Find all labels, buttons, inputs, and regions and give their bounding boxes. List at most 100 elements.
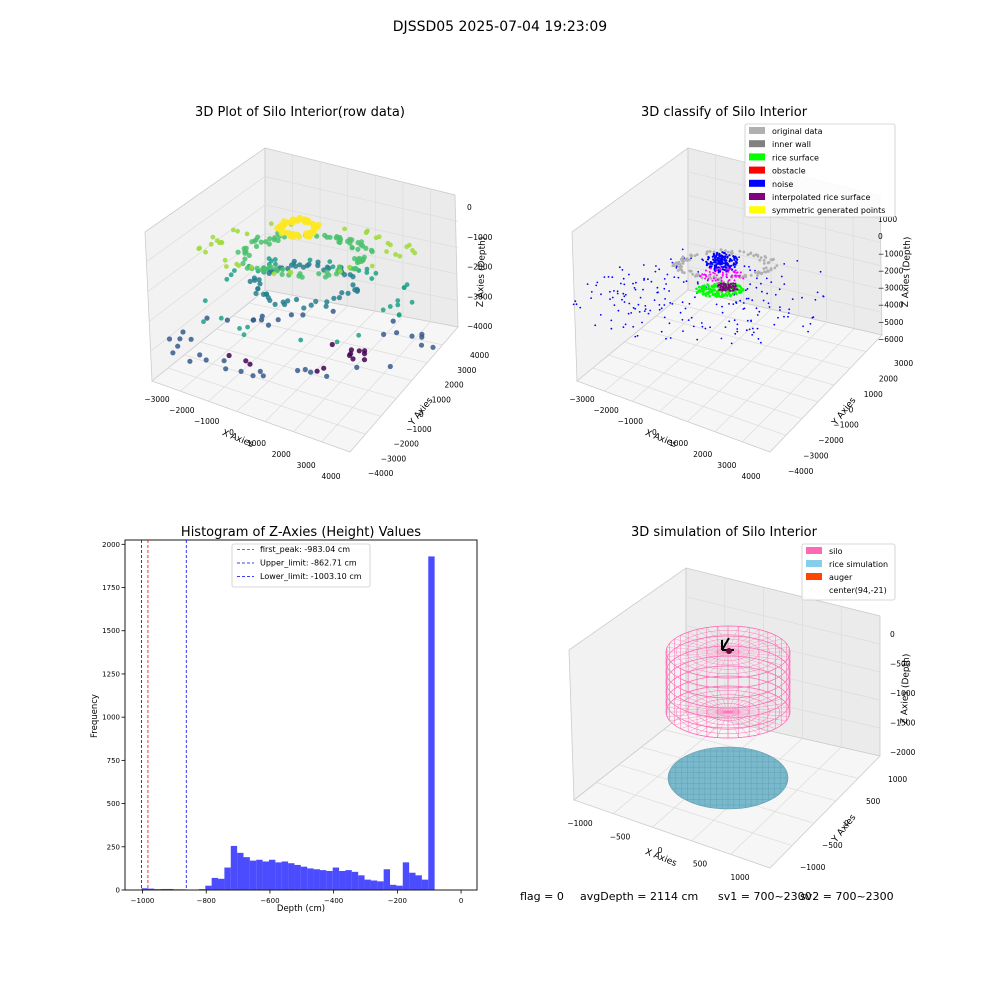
y-tick-label: 0: [116, 887, 120, 895]
noise-point: [621, 269, 624, 271]
noise-point: [812, 316, 815, 318]
silo-roof-spoke: [666, 647, 729, 653]
raw-point-mid: [352, 287, 358, 293]
panel2-y-tick-label: −4000: [788, 467, 814, 476]
noise-point: [649, 309, 652, 312]
silo-floor-spoke: [669, 702, 729, 713]
noise-point: [665, 337, 667, 340]
raw-point-mid: [291, 258, 297, 264]
obstacle-point: [731, 274, 733, 277]
histogram-bar: [339, 870, 346, 890]
panel2-x-tick-label: 3000: [717, 461, 736, 470]
panel2-ticks: −3000 −2000 −1000 0 1000 2000 3000 4000 3000 2000…: [569, 215, 913, 481]
noise-point: [616, 292, 619, 295]
noise-point: [724, 326, 727, 328]
raw-point-upper: [347, 264, 352, 270]
grid-line: [146, 176, 266, 263]
panel2-y-tick-label: 3000: [894, 359, 913, 368]
noise-point: [690, 316, 693, 319]
x-tick-label: −400: [324, 897, 343, 905]
grid-line: [730, 746, 842, 855]
inner-wall-point: [673, 264, 677, 268]
noise-point: [735, 257, 738, 260]
noise-point: [634, 307, 637, 310]
raw-point-upper: [203, 249, 208, 255]
silo-floor-spoke: [666, 707, 729, 713]
rice-surface-point: [707, 284, 710, 288]
noise-point: [668, 322, 671, 325]
noise-point: [724, 255, 727, 258]
obstacle-point: [725, 268, 728, 271]
rice-simulation-mesh: [668, 747, 788, 809]
silo-floor-spoke: [717, 711, 729, 738]
noise-point: [728, 260, 731, 263]
obstacle-point: [714, 279, 717, 282]
inner-wall-point: [762, 259, 766, 262]
raw-point-deep: [295, 367, 301, 374]
noise-point: [783, 283, 786, 285]
grid-line: [216, 328, 412, 381]
raw-point-deep: [204, 315, 210, 321]
obstacle-point: [705, 269, 707, 272]
obstacle-point: [721, 274, 724, 277]
interpolated-rice-point: [733, 287, 736, 290]
noise-point: [616, 290, 619, 293]
panel1-z-tick-label: −1000: [467, 233, 493, 242]
panel4-x-tick-label: 500: [693, 860, 708, 869]
silo-floor-spoke: [727, 711, 790, 717]
noise-point: [725, 253, 728, 256]
raw-point-mid: [228, 272, 234, 278]
inner-wall-point: [767, 261, 771, 264]
rice-surface-point: [713, 288, 716, 292]
silo-roof-spoke: [727, 626, 739, 653]
noise-point: [779, 306, 781, 309]
inner-wall-point: [714, 277, 718, 281]
raw-point-mid: [253, 290, 259, 296]
silo-floor-spoke: [669, 711, 729, 722]
raw-point-mid: [273, 261, 278, 267]
silo-floor-spoke: [727, 711, 782, 726]
panel2-z-tick-label: 0: [878, 232, 883, 241]
raw-point-deep: [302, 366, 308, 373]
interpolated-rice-point: [731, 284, 735, 288]
raw-point-mid: [218, 315, 224, 321]
silo-roof-spoke: [727, 642, 787, 653]
noise-point: [778, 288, 781, 291]
silo-roof-spoke: [669, 642, 729, 653]
panel2-x-tick-label: −3000: [569, 395, 595, 404]
noise-point: [618, 266, 621, 269]
panel2-z-tick-label: −1000: [878, 249, 904, 258]
raw-point-mid: [257, 281, 263, 287]
raw-point-upper: [236, 263, 242, 269]
status-sv2: sv2 = 700~2300: [800, 890, 894, 903]
histogram-bar: [141, 888, 148, 890]
noise-point: [590, 291, 593, 293]
raw-point-mid: [369, 276, 375, 281]
noise-point: [644, 305, 647, 307]
legend-swatch: [806, 573, 822, 580]
panel4-z-tick-label: −500: [890, 660, 911, 669]
noise-point: [647, 278, 649, 281]
status-avg-depth: avgDepth = 2114 cm: [580, 890, 698, 903]
legend-label: original data: [772, 127, 823, 136]
noise-point: [787, 315, 789, 318]
panel4-zlabel: Z Axies (Depth): [900, 654, 912, 725]
grid-line: [264, 232, 459, 275]
noise-point: [730, 259, 733, 262]
noise-point: [757, 338, 760, 340]
rice-surface-point: [709, 287, 712, 291]
noise-point: [736, 330, 739, 333]
noise-point: [751, 327, 754, 330]
noise-point: [723, 259, 726, 262]
noise-point: [728, 320, 731, 323]
raw-point-mid: [288, 262, 295, 268]
raw-point-mid: [373, 270, 379, 276]
grid-line: [150, 261, 266, 352]
raw-point-deep: [180, 329, 186, 335]
panel1-x-tick-label: 2000: [272, 450, 291, 459]
noise-point: [774, 293, 777, 296]
silo-roof-spoke: [727, 651, 760, 675]
panel1-ticks: −3000 −2000 −1000 0 1000 2000 3000 4000 4000 3000…: [144, 203, 492, 481]
panel1-y-tick-label: −2000: [394, 440, 420, 449]
silo-floor-spoke: [727, 687, 750, 713]
